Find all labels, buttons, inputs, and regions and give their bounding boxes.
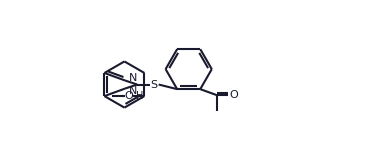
Text: N: N — [129, 73, 137, 83]
Text: H: H — [136, 91, 143, 101]
Text: S: S — [151, 80, 158, 90]
Text: O: O — [125, 91, 134, 101]
Text: N: N — [129, 86, 137, 96]
Text: O: O — [230, 90, 238, 100]
